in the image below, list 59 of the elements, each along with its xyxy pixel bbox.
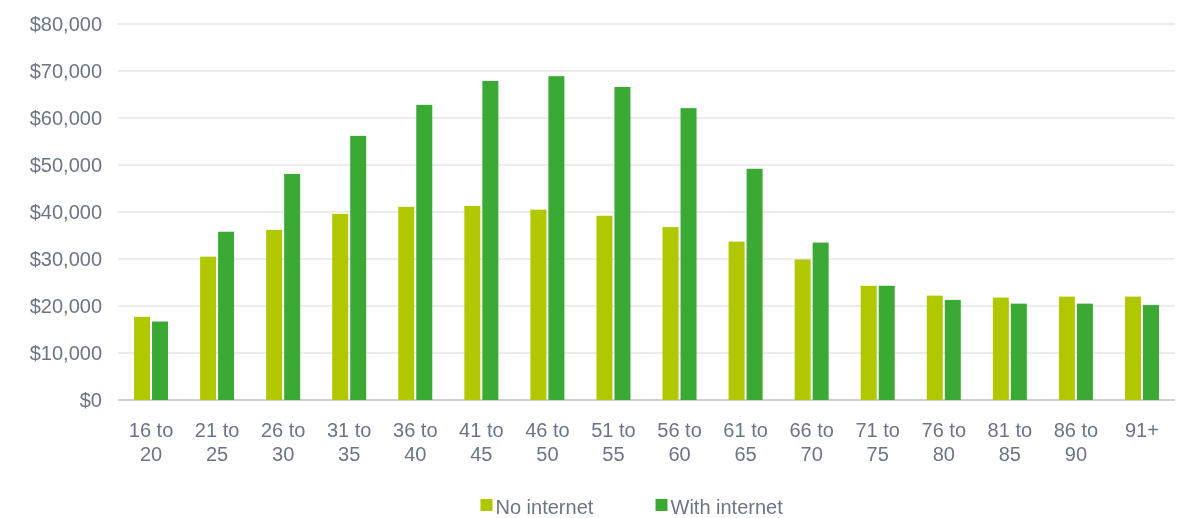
x-tick-label: 81 to 85 (987, 419, 1033, 465)
bar (794, 259, 811, 400)
bar (596, 215, 613, 400)
x-tick-label: 51 to 55 (591, 419, 636, 465)
bar (200, 256, 217, 400)
x-tick-label: 86 to 90 (1053, 419, 1099, 465)
bar (398, 206, 415, 400)
x-tick-label: 41 to 45 (459, 419, 504, 465)
bar (134, 316, 151, 400)
y-tick-label: $30,000 (29, 248, 102, 270)
bar (992, 297, 1009, 400)
y-tick-label: $80,000 (29, 13, 102, 35)
bar (332, 213, 349, 400)
bar (1010, 303, 1027, 400)
bar (1124, 296, 1141, 400)
bar (1076, 303, 1093, 400)
bar (860, 285, 877, 400)
y-tick-label: $10,000 (29, 342, 102, 364)
bar (680, 108, 697, 400)
bar (548, 76, 565, 400)
x-tick-label: 46 to 50 (525, 419, 570, 465)
bar (878, 285, 895, 400)
bar (812, 242, 829, 400)
legend-label: No internet (495, 496, 594, 518)
x-tick-label: 61 to 65 (723, 419, 768, 465)
y-tick-label: $40,000 (29, 201, 102, 223)
x-tick-label: 76 to 80 (921, 419, 967, 465)
x-tick-label: 66 to 70 (789, 419, 834, 465)
bar (266, 229, 283, 400)
y-tick-label: $50,000 (29, 154, 102, 176)
y-tick-label: $70,000 (29, 60, 102, 82)
bar (926, 295, 943, 400)
bar (530, 209, 547, 400)
y-tick-label: $60,000 (29, 107, 102, 129)
x-tick-label: 36 to 40 (393, 419, 438, 465)
bar (1142, 305, 1159, 400)
y-tick-label: $0 (79, 389, 102, 411)
bar (944, 299, 961, 400)
bar (662, 227, 679, 400)
bar (728, 241, 745, 400)
x-tick-label: 56 to 60 (657, 419, 702, 465)
x-tick-label: 31 to 35 (326, 419, 372, 465)
bar (350, 135, 367, 400)
x-tick-label: 91+ (1125, 419, 1159, 441)
bar (746, 168, 763, 400)
bar (218, 231, 235, 400)
bar (152, 321, 169, 400)
legend-label: With internet (670, 496, 784, 518)
bar (416, 104, 433, 400)
x-tick-label: 16 to 20 (128, 419, 174, 465)
bar (482, 80, 499, 400)
x-tick-label: 21 to 25 (194, 419, 240, 465)
x-tick-label: 26 to 30 (260, 419, 306, 465)
bar (284, 173, 301, 400)
bar (1058, 296, 1075, 400)
x-tick-label: 71 to 75 (855, 419, 900, 465)
y-tick-label: $20,000 (29, 295, 102, 317)
bar (464, 205, 481, 400)
bar (614, 86, 631, 400)
